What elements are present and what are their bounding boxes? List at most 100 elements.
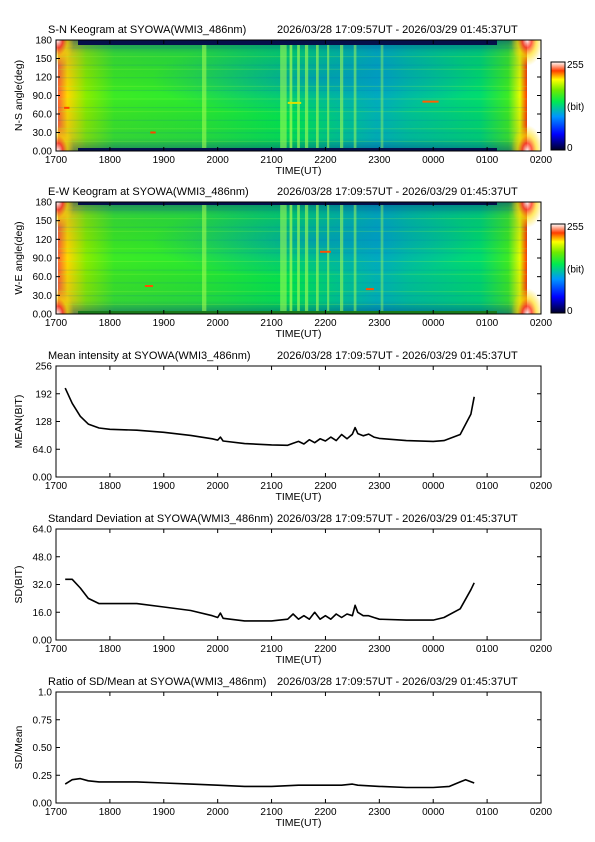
x-tick-label: 0100 [476, 318, 499, 329]
x-tick-label: 1800 [99, 807, 122, 818]
x-axis-label: TIME(UT) [275, 654, 321, 666]
x-tick-label: 1700 [45, 481, 68, 492]
y-tick-label: 256 [35, 362, 52, 373]
corner-glow [56, 125, 74, 151]
x-tick-label: 0000 [422, 481, 445, 492]
edge-stripe [78, 311, 497, 314]
y-tick-label: 64.0 [33, 525, 53, 536]
auroral-band [297, 40, 300, 151]
auroral-band [304, 202, 309, 314]
x-tick-label: 2300 [368, 644, 391, 655]
time-range: 2026/03/28 17:09:57UT - 2026/03/29 01:45… [277, 186, 518, 198]
y-tick-label: 128 [35, 417, 52, 428]
chart-title: Ratio of SD/Mean at SYOWA(WMI3_486nm) [48, 676, 266, 688]
series-line [64, 387, 475, 447]
x-tick-label: 2200 [314, 481, 337, 492]
keogram-image [56, 202, 541, 314]
colorbar-min-label: 0 [567, 306, 573, 317]
chart-title: Mean intensity at SYOWA(WMI3_486nm) [48, 350, 251, 362]
colorbar [550, 61, 566, 151]
x-tick-label: 0200 [530, 155, 553, 166]
y-tick-label: 32.0 [33, 580, 53, 591]
y-axis-label: MEAN(BIT) [13, 395, 25, 449]
panel-1: S-N Keogram at SYOWA(WMI3_486nm) 2026/03/… [13, 24, 584, 177]
x-tick-label: 1900 [153, 807, 176, 818]
x-tick-label: 2300 [368, 807, 391, 818]
y-tick-label: 90.0 [33, 91, 53, 102]
y-tick-label: 150 [35, 216, 52, 227]
auroral-band [327, 202, 330, 314]
y-axis-label: SD/Mean [13, 725, 25, 769]
auroral-band [353, 202, 357, 314]
series-line [64, 777, 475, 789]
y-axis-label: W-E angle(deg) [13, 221, 25, 294]
y-tick-label: 90.0 [33, 254, 53, 265]
x-tick-label: 0200 [530, 481, 553, 492]
y-tick-label: 120 [35, 235, 52, 246]
x-tick-label: 0100 [476, 644, 499, 655]
x-tick-label: 1800 [99, 318, 122, 329]
x-tick-label: 2100 [260, 155, 283, 166]
edge-stripe [78, 40, 497, 45]
x-tick-label: 2000 [207, 807, 230, 818]
x-tick-label: 0000 [422, 318, 445, 329]
x-tick-label: 1900 [153, 318, 176, 329]
x-tick-label: 0000 [422, 807, 445, 818]
x-tick-label: 0200 [530, 318, 553, 329]
time-range: 2026/03/28 17:09:57UT - 2026/03/29 01:45… [277, 513, 518, 525]
y-tick-label: 0.00 [33, 799, 53, 810]
x-tick-label: 1800 [99, 481, 122, 492]
time-range: 2026/03/28 17:09:57UT - 2026/03/29 01:45… [277, 676, 518, 688]
x-tick-label: 2100 [260, 644, 283, 655]
keogram-image [56, 40, 541, 151]
auroral-band [339, 202, 344, 314]
chart-title: Standard Deviation at SYOWA(WMI3_486nm) [48, 513, 273, 525]
time-range: 2026/03/28 17:09:57UT - 2026/03/29 01:45… [277, 24, 518, 36]
corner-glow [511, 288, 541, 314]
auroral-band [380, 202, 384, 314]
auroral-band [304, 40, 309, 151]
auroral-band [202, 40, 207, 151]
x-tick-label: 1700 [45, 644, 68, 655]
x-tick-label: 2200 [314, 155, 337, 166]
x-tick-label: 0000 [422, 644, 445, 655]
colorbar-unit-label: (bit) [567, 102, 584, 113]
auroral-band [316, 40, 319, 151]
auroral-band [327, 40, 330, 151]
x-tick-label: 0200 [530, 644, 553, 655]
y-tick-label: 0.00 [33, 147, 53, 158]
corner-glow [511, 125, 541, 151]
x-tick-label: 1900 [153, 644, 176, 655]
panel-3: Mean intensity at SYOWA(WMI3_486nm) 2026/… [13, 350, 553, 503]
y-tick-label: 48.0 [33, 552, 53, 563]
x-tick-label: 1900 [153, 155, 176, 166]
x-tick-label: 1800 [99, 155, 122, 166]
x-axis-label: TIME(UT) [275, 165, 321, 177]
x-tick-label: 2100 [260, 807, 283, 818]
y-tick-label: 150 [35, 54, 52, 65]
x-tick-label: 2300 [368, 155, 391, 166]
auroral-band [339, 40, 344, 151]
x-tick-label: 2300 [368, 318, 391, 329]
x-tick-label: 2200 [314, 318, 337, 329]
plot-frame [55, 528, 542, 641]
x-tick-label: 1700 [45, 318, 68, 329]
colorbar [550, 223, 566, 314]
x-tick-label: 2200 [314, 807, 337, 818]
y-tick-label: 60.0 [33, 272, 53, 283]
series-line [65, 578, 475, 622]
x-tick-label: 2300 [368, 481, 391, 492]
y-tick-label: 180 [35, 198, 52, 209]
y-tick-label: 0.75 [33, 715, 53, 726]
x-tick-label: 1800 [99, 644, 122, 655]
y-tick-label: 0.00 [33, 636, 53, 647]
y-axis-label: N-S angle(deg) [13, 60, 25, 131]
x-tick-label: 2200 [314, 644, 337, 655]
auroral-band [316, 202, 319, 314]
x-tick-label: 1700 [45, 155, 68, 166]
y-tick-label: 16.0 [33, 608, 53, 619]
y-tick-label: 30.0 [33, 128, 53, 139]
auroral-band [297, 202, 300, 314]
y-tick-label: 64.0 [33, 445, 53, 456]
colorbar-min-label: 0 [567, 143, 573, 154]
